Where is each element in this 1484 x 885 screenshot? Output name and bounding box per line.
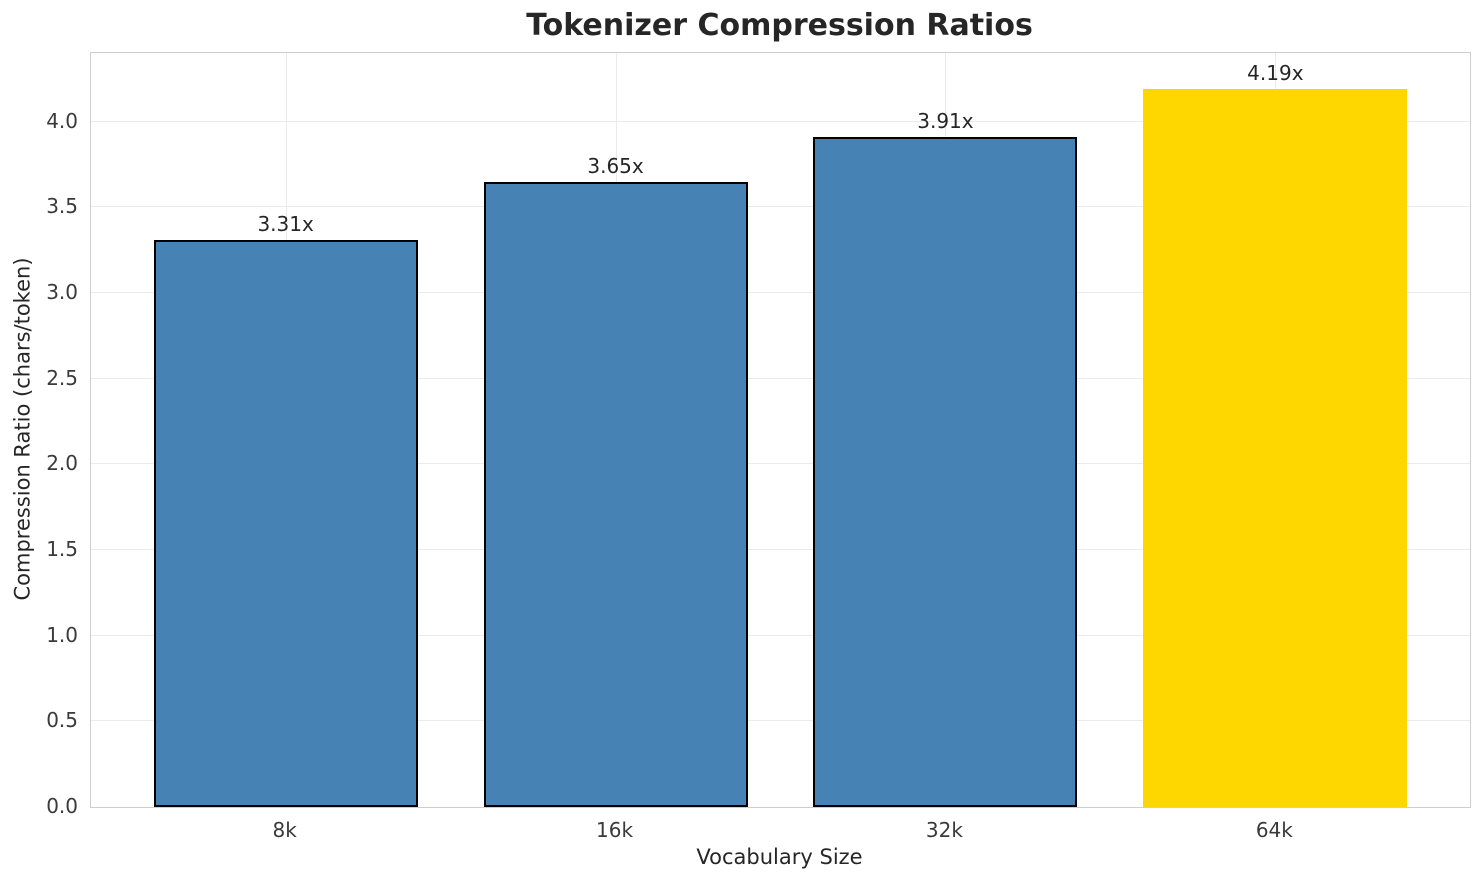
gridline-horizontal xyxy=(91,634,1470,636)
bar-32k xyxy=(813,136,1078,807)
y-tick-label: 1.5 xyxy=(46,536,78,561)
y-tick-label: 1.0 xyxy=(46,622,78,647)
y-tick-label: 0.0 xyxy=(46,794,78,818)
x-tick-label: 16k xyxy=(596,818,634,842)
y-axis-label: Compression Ratio (chars/token) xyxy=(10,257,35,601)
bar-value-label: 3.91x xyxy=(917,108,974,133)
gridline-horizontal xyxy=(91,377,1470,379)
gridline-horizontal xyxy=(91,206,1470,208)
y-tick-label: 3.0 xyxy=(46,279,78,304)
bar-value-label: 4.19x xyxy=(1247,61,1304,85)
x-tick-label: 32k xyxy=(925,818,963,842)
x-tick-label: 64k xyxy=(1255,818,1293,842)
bar-value-label: 3.65x xyxy=(587,153,644,178)
bar-value-label: 3.31x xyxy=(257,211,314,236)
x-tick-label: 8k xyxy=(272,818,297,842)
y-tick-label: 2.5 xyxy=(46,365,78,390)
x-axis-label: Vocabulary Size xyxy=(696,845,863,869)
chart-title: Tokenizer Compression Ratios xyxy=(526,8,1033,43)
bar-64k xyxy=(1143,89,1408,807)
y-tick-label: 3.5 xyxy=(46,194,78,219)
bar-8k xyxy=(153,239,418,807)
y-tick-label: 4.0 xyxy=(46,108,78,133)
y-tick-label: 0.5 xyxy=(46,708,78,733)
gridline-horizontal xyxy=(91,120,1470,122)
gridline-horizontal xyxy=(91,463,1470,465)
gridline-horizontal xyxy=(91,291,1470,293)
gridline-horizontal xyxy=(91,548,1470,550)
bar-16k xyxy=(483,181,748,807)
plot-area: 3.31x 3.65x 3.91x 4.19x xyxy=(90,52,1471,808)
y-tick-label: 2.0 xyxy=(46,451,78,476)
gridline-horizontal xyxy=(91,720,1470,722)
